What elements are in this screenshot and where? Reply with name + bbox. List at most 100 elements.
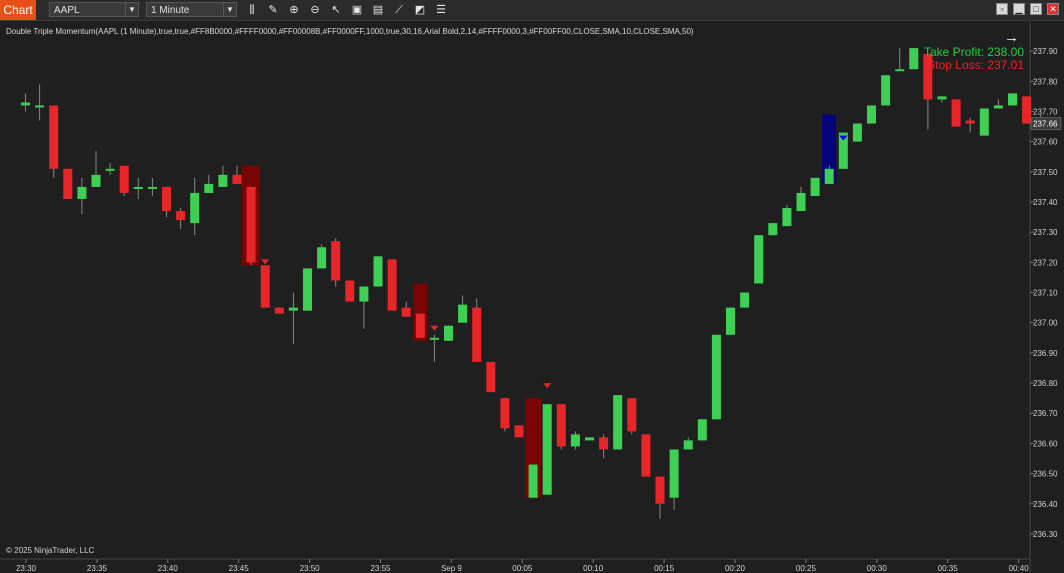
candle-body: [486, 361, 496, 393]
candle-body: [528, 464, 538, 498]
candle-body: [232, 174, 242, 184]
y-tick-label: 236.40: [1033, 500, 1058, 509]
candle-body: [570, 434, 580, 447]
candle-body: [993, 105, 1003, 109]
chart-tab[interactable]: Chart: [0, 0, 36, 20]
x-tick-label: 00:25: [796, 564, 817, 573]
y-tick-label: 236.50: [1033, 470, 1058, 479]
x-tick-label: 23:45: [229, 564, 250, 573]
candle-body: [359, 286, 369, 302]
candle-body: [838, 132, 848, 169]
chart-toolbar: Chart AAPL ▼ 1 Minute ▼ ⫼ ✎ ⊕ ⊖ ↖ ▣ ▤ ⟋ ◩ ☰ ▫ ▁ □ ✕: [0, 0, 1064, 21]
candle-body: [655, 476, 665, 504]
x-tick-label: 00:20: [725, 564, 746, 573]
candle-body: [979, 108, 989, 136]
candle-body: [965, 120, 975, 124]
candlestick-chart[interactable]: 237.90 237.80 237.70 237.60 237.50 237.40 237.…: [0, 21, 1064, 573]
y-tick-label: 236.30: [1033, 530, 1058, 539]
x-tick-label: 00:35: [938, 564, 959, 573]
candle-body: [35, 105, 45, 108]
x-tick-label: 23:40: [158, 564, 179, 573]
candle-body: [711, 334, 721, 420]
candle-body: [796, 192, 806, 212]
y-tick-label: 237.10: [1033, 289, 1058, 298]
maximize-button[interactable]: □: [1030, 3, 1042, 15]
y-tick-label: 237.00: [1033, 319, 1058, 328]
candle-body: [429, 337, 439, 340]
candle-body: [77, 186, 87, 199]
candle-body: [867, 105, 876, 124]
candle-body: [444, 325, 453, 341]
candle-body: [147, 186, 157, 189]
candle-body: [458, 304, 468, 323]
copyright-text: © 2025 NinjaTrader, LLC: [6, 546, 95, 555]
drawing-tools-icon[interactable]: ✎: [268, 4, 278, 16]
signal-arrow-icon: [543, 383, 552, 389]
candle-body: [288, 307, 298, 311]
candle-body: [331, 241, 341, 281]
x-tick-label: Sep 9: [441, 564, 462, 573]
indicators-icon[interactable]: ⟋: [395, 4, 403, 16]
candle-body: [542, 404, 552, 495]
y-tick-label: 237.50: [1033, 168, 1058, 177]
y-tick-label: 237.90: [1033, 47, 1058, 56]
strategies-icon[interactable]: ◩: [414, 4, 426, 16]
y-tick-label: 236.60: [1033, 439, 1058, 448]
pointer-icon[interactable]: ↖: [331, 4, 341, 16]
candle-body: [218, 174, 228, 187]
instrument-selector[interactable]: AAPL ▼: [49, 2, 139, 17]
chart-trader-icon[interactable]: ▣: [351, 4, 363, 16]
candle-body: [176, 211, 186, 221]
candle-body: [204, 183, 214, 193]
candle-body: [923, 54, 933, 100]
minimize-button[interactable]: ▁: [1013, 3, 1025, 15]
candle-body: [119, 165, 129, 193]
candle-body: [317, 247, 327, 269]
x-tick-label: 23:30: [16, 564, 37, 573]
candle-body: [1022, 96, 1032, 124]
x-tick-label: 23:35: [87, 564, 108, 573]
candle-body: [387, 259, 397, 311]
arrow-right-icon[interactable]: →: [1004, 29, 1019, 46]
candle-body: [824, 168, 834, 184]
candle-body: [613, 395, 623, 450]
candle-body: [697, 419, 707, 441]
x-tick-label: 00:40: [1009, 564, 1030, 573]
candle-body: [63, 168, 73, 199]
candle-body: [909, 48, 919, 70]
interval-selector[interactable]: 1 Minute ▼: [146, 2, 237, 17]
y-tick-label: 236.90: [1033, 349, 1058, 358]
candle-body: [951, 99, 961, 127]
candle-body: [500, 398, 510, 429]
zoom-out-icon[interactable]: ⊖: [310, 4, 320, 16]
zoom-in-icon[interactable]: ⊕: [289, 4, 299, 16]
x-tick-label: 00:30: [867, 564, 888, 573]
candle-body: [190, 192, 200, 224]
signal-arrow-icon: [261, 259, 270, 265]
candle-body: [133, 186, 143, 189]
candle-body: [91, 174, 101, 187]
indicator-label: Double Triple Momentum(AAPL (1 Minute),t…: [6, 27, 694, 36]
instrument-value: AAPL: [54, 5, 80, 16]
candle-body: [768, 223, 778, 236]
candle-body: [514, 425, 524, 438]
candle-body: [472, 307, 482, 362]
data-box-icon[interactable]: ☰: [436, 4, 446, 16]
close-button[interactable]: ✕: [1047, 3, 1059, 15]
candle-body: [726, 307, 735, 335]
last-price-label: 237.66: [1033, 120, 1058, 129]
y-tick-label: 236.80: [1033, 379, 1058, 388]
window-tile-button[interactable]: ▫: [996, 3, 1008, 15]
signal-arrow-icon: [839, 135, 848, 141]
y-tick-label: 237.20: [1033, 258, 1058, 267]
candle-body: [1008, 93, 1017, 106]
candle-body: [373, 256, 383, 287]
x-tick-label: 23:50: [300, 564, 321, 573]
properties-icon[interactable]: ▤: [372, 4, 384, 16]
bars-type-icon[interactable]: ⫼: [249, 4, 255, 16]
x-tick-label: 23:55: [370, 564, 391, 573]
candle-body: [49, 105, 59, 169]
price-panel[interactable]: [0, 21, 1030, 561]
candle-body: [754, 235, 764, 284]
candle-body: [683, 440, 693, 450]
